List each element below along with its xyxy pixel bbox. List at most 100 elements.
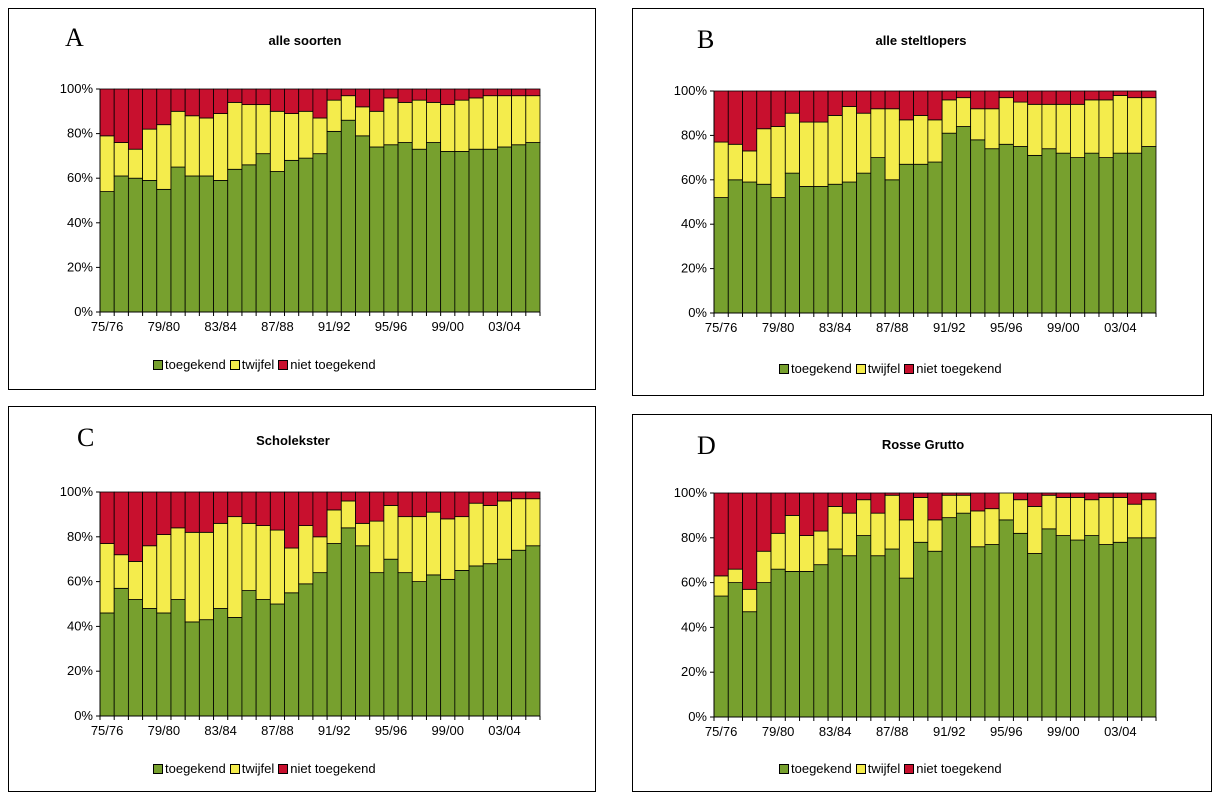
y-tick-label: 20% xyxy=(681,664,707,679)
bar-segment-toegekend xyxy=(142,180,158,313)
legend-label: toegekend xyxy=(791,361,852,376)
legend-swatch-twijfel xyxy=(855,763,866,774)
legend-label: twijfel xyxy=(867,761,901,776)
bar-segment-twijfel xyxy=(340,500,356,529)
bar-segment-toegekend xyxy=(1112,152,1128,314)
bar-segment-niet-toegekend xyxy=(255,491,271,526)
bar-segment-toegekend xyxy=(369,146,385,313)
bar-segment-twijfel xyxy=(713,575,729,597)
bar-segment-twijfel xyxy=(440,104,456,152)
x-tick-label: 79/80 xyxy=(148,723,181,738)
bar-segment-niet-toegekend xyxy=(454,491,470,518)
legend-label: niet toegekend xyxy=(290,761,376,776)
bar-segment-twijfel xyxy=(482,95,498,150)
chart-title: Rosse Grutto xyxy=(881,437,965,452)
bar-segment-toegekend xyxy=(799,186,815,314)
bar-segment-twijfel xyxy=(284,547,300,594)
bar-segment-toegekend xyxy=(497,146,513,313)
y-tick-label: 40% xyxy=(681,216,707,231)
bar-segment-niet-toegekend xyxy=(411,88,427,101)
bar-segment-twijfel xyxy=(355,522,371,547)
y-tick-label: 100% xyxy=(674,83,708,98)
bar-segment-niet-toegekend xyxy=(1013,90,1029,103)
bar-segment-niet-toegekend xyxy=(340,88,356,97)
bar-segment-niet-toegekend xyxy=(898,90,915,121)
bar-segment-toegekend xyxy=(99,191,115,313)
bar-segment-niet-toegekend xyxy=(970,90,986,110)
bar-segment-toegekend xyxy=(184,175,200,313)
bar-segment-toegekend xyxy=(841,181,857,314)
bar-segment-twijfel xyxy=(241,522,257,591)
bar-segment-toegekend xyxy=(970,139,986,314)
bar-segment-niet-toegekend xyxy=(241,88,257,106)
bar-segment-twijfel xyxy=(1055,103,1071,154)
bar-segment-twijfel xyxy=(1027,506,1043,554)
bar-segment-toegekend xyxy=(856,535,872,718)
bar-segment-twijfel xyxy=(856,499,872,536)
y-tick-label: 40% xyxy=(681,619,707,634)
bar-segment-twijfel xyxy=(870,512,886,557)
panel-d: D Rosse Grutto 0% 20% 40% 60% 80% 100% 75/76 79… xyxy=(632,414,1212,792)
legend: toegekend twijfel niet toegekend xyxy=(779,361,1006,376)
y-tick-label: 20% xyxy=(67,259,93,274)
bar-segment-twijfel xyxy=(941,494,957,519)
bar-segment-niet-toegekend xyxy=(284,88,300,114)
bar-segment-toegekend xyxy=(1084,535,1100,718)
x-tick-label: 99/00 xyxy=(1047,724,1080,739)
bar-segment-twijfel xyxy=(127,148,143,179)
y-tick-label: 0% xyxy=(688,305,707,320)
bar-segment-niet-toegekend xyxy=(213,88,229,114)
bar-segment-toegekend xyxy=(326,543,342,717)
bar-segment-niet-toegekend xyxy=(1098,492,1114,498)
bar-segment-niet-toegekend xyxy=(127,491,143,562)
legend-label: twijfel xyxy=(241,357,275,372)
bar-segment-twijfel xyxy=(482,505,498,565)
bar-segment-niet-toegekend xyxy=(727,90,743,145)
bar-segment-niet-toegekend xyxy=(511,88,527,97)
bar-segment-toegekend xyxy=(170,166,186,313)
bar-segment-niet-toegekend xyxy=(198,491,214,533)
bar-segment-twijfel xyxy=(340,95,356,121)
bar-segment-toegekend xyxy=(1084,152,1100,314)
bar-segment-twijfel xyxy=(213,113,229,181)
legend-item-twijfel: twijfel xyxy=(855,761,901,776)
bar-segment-twijfel xyxy=(970,108,986,141)
bar-segment-niet-toegekend xyxy=(482,491,498,506)
bar-segment-toegekend xyxy=(284,159,300,313)
bar-segment-niet-toegekend xyxy=(241,491,257,524)
bar-segment-twijfel xyxy=(369,520,385,574)
bar-segment-twijfel xyxy=(298,525,314,585)
legend-swatch-twijfel xyxy=(229,359,240,370)
y-tick-label: 60% xyxy=(67,170,93,185)
x-tick-label: 87/88 xyxy=(261,319,294,334)
bar-segment-toegekend xyxy=(1055,535,1071,718)
bar-segment-twijfel xyxy=(426,101,442,143)
y-tick-label: 0% xyxy=(688,709,707,724)
bar-segment-twijfel xyxy=(369,110,385,148)
panel-b: B alle steltlopers 0% 20% 40% 60% 80% 100% 75/… xyxy=(632,8,1204,396)
bar-segment-niet-toegekend xyxy=(482,88,498,97)
bar-segment-niet-toegekend xyxy=(1013,492,1029,501)
bar-segment-toegekend xyxy=(827,548,843,718)
bar-segment-toegekend xyxy=(898,577,915,718)
bar-segment-twijfel xyxy=(1013,499,1029,534)
bar-segment-toegekend xyxy=(99,612,115,717)
bar-segment-niet-toegekend xyxy=(468,491,484,504)
bar-segment-twijfel xyxy=(927,519,943,552)
bar-segment-twijfel xyxy=(998,97,1014,145)
legend-swatch-niet-toegekend xyxy=(904,763,915,774)
y-tick-label: 80% xyxy=(67,529,93,544)
bar-segment-niet-toegekend xyxy=(170,491,186,529)
bar-segment-toegekend xyxy=(927,550,943,718)
bar-segment-niet-toegekend xyxy=(99,491,115,544)
bar-segment-niet-toegekend xyxy=(799,90,815,123)
bar-segment-toegekend xyxy=(198,175,214,313)
legend-swatch-toegekend xyxy=(779,763,789,774)
y-tick-label: 100% xyxy=(60,81,94,96)
bar-segment-toegekend xyxy=(127,599,143,717)
bar-segment-niet-toegekend xyxy=(440,491,456,520)
bar-segment-twijfel xyxy=(1127,503,1143,539)
bar-segment-twijfel xyxy=(841,106,857,183)
bar-segment-twijfel xyxy=(468,502,484,567)
bar-segment-niet-toegekend xyxy=(784,492,800,516)
